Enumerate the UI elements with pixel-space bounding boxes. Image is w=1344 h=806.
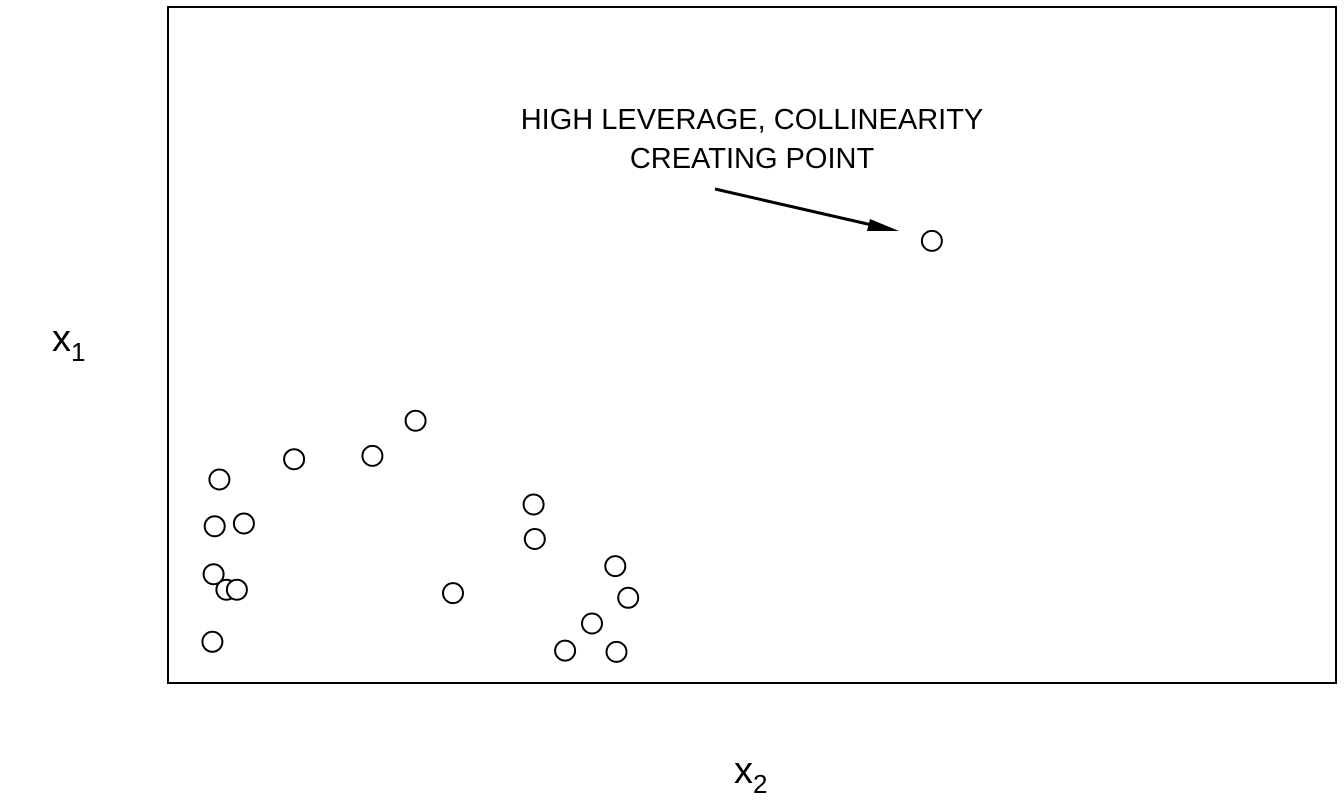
data-point [232, 512, 255, 535]
data-point [522, 493, 545, 516]
y-axis-label-base: x [52, 318, 71, 360]
annotation-line-1: HIGH LEVERAGE, COLLINEARITY [521, 104, 984, 136]
annotation: HIGH LEVERAGE, COLLINEARITY CREATING POI… [521, 104, 984, 231]
data-point [201, 630, 224, 653]
data-point [404, 409, 427, 432]
annotation-arrow-shaft [714, 187, 873, 227]
annotation-line-2: CREATING POINT [630, 143, 875, 175]
data-point [208, 468, 231, 491]
data-point [442, 582, 464, 605]
data-point [202, 563, 225, 586]
x-axis-label-subscript: 2 [753, 769, 767, 799]
data-point [203, 515, 226, 538]
data-point [581, 612, 603, 635]
data-point [523, 528, 546, 550]
y-axis-label-subscript: 1 [71, 337, 85, 367]
plot-area [167, 6, 1337, 684]
data-point [617, 586, 640, 609]
x-axis-label: x2 [734, 750, 767, 799]
data-point [225, 578, 248, 601]
annotation-arrowhead [867, 219, 899, 231]
data-point [920, 229, 943, 252]
data-point [605, 640, 628, 663]
data-point [361, 444, 384, 467]
y-axis-label: x1 [52, 318, 85, 367]
data-point [283, 448, 306, 471]
data-point [554, 639, 577, 662]
data-points [201, 229, 943, 663]
x-axis-label-base: x [734, 750, 753, 792]
data-point [604, 555, 627, 578]
